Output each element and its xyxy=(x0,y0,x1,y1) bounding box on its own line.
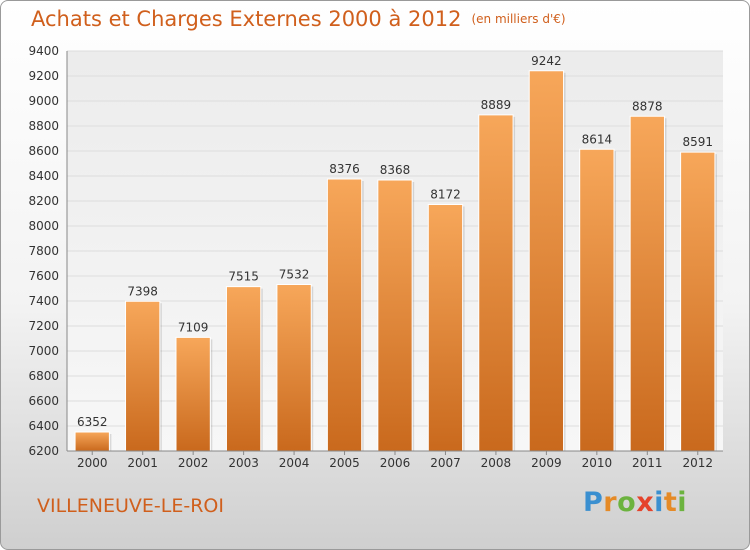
y-tick-label: 8800 xyxy=(28,119,59,133)
bar xyxy=(478,114,514,452)
bar-value-label: 8591 xyxy=(682,135,713,149)
bar xyxy=(427,204,464,452)
logo-letter: i xyxy=(677,487,688,518)
bar xyxy=(74,431,110,452)
y-tick-label: 7600 xyxy=(28,269,59,283)
bar xyxy=(377,179,413,452)
bar xyxy=(276,284,312,452)
bar-value-label: 7532 xyxy=(279,268,310,282)
y-tick-label: 9000 xyxy=(28,94,59,108)
y-tick-label: 6600 xyxy=(28,394,59,408)
bar-value-label: 7515 xyxy=(228,270,259,284)
logo-letter: i xyxy=(654,487,664,518)
y-tick-label: 7000 xyxy=(28,344,59,358)
bar-value-label: 7109 xyxy=(178,320,209,334)
bar xyxy=(326,178,363,452)
y-tick-label: 9400 xyxy=(28,44,59,58)
axis-layer: 6200 6400 6600 6800 7000 7200 7400 7600 7800 8000… xyxy=(28,44,723,470)
x-tick-label: 2007 xyxy=(430,456,461,470)
bar-value-label: 6352 xyxy=(77,415,108,429)
chart-title: Achats et Charges Externes 2000 à 2012 (e… xyxy=(31,7,566,31)
logo-letter: t xyxy=(663,487,678,518)
y-tick-label: 7400 xyxy=(28,294,59,308)
chart-title-unit: (en milliers d'€) xyxy=(471,12,566,26)
logo-letter: P xyxy=(583,487,604,518)
x-tick-label: 2010 xyxy=(582,456,613,470)
y-tick-label: 8200 xyxy=(28,194,59,208)
x-tick-label: 2006 xyxy=(380,456,411,470)
proxiti-logo: Proxiti xyxy=(583,487,687,518)
logo-letter: x xyxy=(636,487,655,518)
bar xyxy=(175,336,211,452)
logo-letter: r xyxy=(603,487,618,518)
y-tick-label: 9200 xyxy=(28,69,59,83)
bar-value-label: 8376 xyxy=(329,162,360,176)
x-tick-label: 2001 xyxy=(127,456,158,470)
bar-value-label: 7398 xyxy=(127,284,158,298)
bar xyxy=(528,70,565,452)
x-tick-label: 2011 xyxy=(632,456,663,470)
bar xyxy=(680,151,716,452)
bar xyxy=(629,115,665,452)
x-tick-label: 2009 xyxy=(531,456,562,470)
x-tick-label: 2000 xyxy=(77,456,108,470)
y-tick-label: 6200 xyxy=(28,444,59,458)
x-tick-label: 2012 xyxy=(682,456,713,470)
x-tick-label: 2002 xyxy=(178,456,209,470)
bar xyxy=(225,286,262,452)
y-tick-label: 8400 xyxy=(28,169,59,183)
bar xyxy=(125,300,161,452)
x-tick-label: 2005 xyxy=(329,456,360,470)
x-tick-label: 2003 xyxy=(228,456,259,470)
y-tick-label: 7200 xyxy=(28,319,59,333)
y-tick-label: 6800 xyxy=(28,369,59,383)
y-tick-label: 8600 xyxy=(28,144,59,158)
y-tick-label: 8000 xyxy=(28,219,59,233)
bar-value-label: 9242 xyxy=(531,54,562,68)
y-tick-label: 6400 xyxy=(28,419,59,433)
bar-value-label: 8878 xyxy=(632,99,663,113)
x-tick-label: 2004 xyxy=(279,456,310,470)
chart-title-main: Achats et Charges Externes 2000 à 2012 xyxy=(31,7,462,31)
logo-letter: o xyxy=(617,487,637,518)
x-tick-label: 2008 xyxy=(481,456,512,470)
bar-value-label: 8368 xyxy=(380,163,411,177)
bar-value-label: 8889 xyxy=(481,98,512,112)
bar-value-label: 8614 xyxy=(582,132,613,146)
city-name: VILLENEUVE-LE-ROI xyxy=(37,495,224,517)
y-tick-label: 7800 xyxy=(28,244,59,258)
bar-value-label: 8172 xyxy=(430,188,461,202)
bar xyxy=(579,148,615,452)
